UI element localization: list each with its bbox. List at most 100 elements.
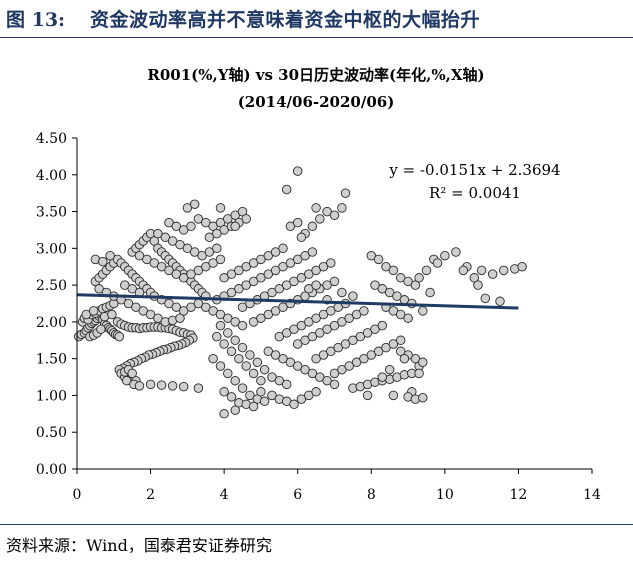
data-point [204,232,215,243]
data-point [300,335,310,346]
data-point [366,350,377,360]
y-tick-label: 4.50 [36,131,67,147]
data-point [88,306,99,316]
data-point [300,250,310,261]
data-point [348,335,358,346]
data-point [359,353,369,364]
data-point [197,250,207,261]
data-point [399,353,410,364]
data-point [403,276,413,287]
trendline [76,293,519,310]
data-point [156,261,167,272]
data-point [127,368,137,379]
data-point [237,342,248,353]
data-point [215,361,226,371]
r-squared: R² = 0.0041 [429,184,521,202]
data-point [215,320,226,331]
data-point [370,280,380,290]
data-point [480,293,491,304]
data-point [208,353,218,364]
y-tick-label: 1.50 [36,352,67,368]
data-point [326,306,336,316]
data-point [182,243,193,254]
data-point [105,250,115,261]
data-point [418,357,428,368]
data-point [281,379,292,390]
data-point [337,287,347,298]
data-point [270,306,281,316]
data-point [215,309,226,320]
data-point [498,265,509,276]
data-point [237,320,248,331]
data-point [311,280,321,290]
x-tick-label: 8 [367,487,376,503]
data-point [322,206,332,217]
data-point [292,361,303,371]
data-point [234,265,244,276]
scatter-chart: R001(%,Y轴) vs 30日历史波动率(年化,%,X轴) (2014/06… [36,66,601,503]
x-tick-label: 0 [73,487,82,503]
data-point [212,331,222,342]
data-point [230,317,240,327]
scatter-points [74,166,527,419]
x-tick-label: 10 [436,487,454,503]
data-point [469,273,480,283]
data-point [296,320,307,331]
data-point [241,361,251,371]
data-point [208,258,218,268]
data-point [322,375,332,386]
data-point [311,203,321,213]
y-tick-label: 2.50 [36,278,67,294]
data-point [230,335,240,346]
data-point [311,313,321,323]
data-point [329,276,340,287]
data-point [421,265,432,276]
data-point [252,357,263,368]
data-point [201,302,211,312]
data-point [315,214,325,224]
data-point [388,339,399,349]
data-point [212,228,222,239]
data-point [145,379,156,390]
data-point [326,258,336,268]
data-point [138,306,148,316]
y-tick-label: 3.50 [36,205,67,221]
data-point [193,265,204,276]
data-point [164,298,174,309]
data-point [189,199,200,209]
data-point [256,375,266,386]
data-point [219,273,229,283]
data-point [149,258,160,268]
data-point [296,232,307,243]
data-point [418,306,428,316]
x-tick-label: 4 [220,487,229,503]
data-point [329,379,340,390]
data-point [145,309,156,320]
figure-header: 图 13: 资金波动率高并不意味着资金中枢的大幅抬升 [0,0,633,38]
data-point [186,221,196,232]
data-point [127,284,137,294]
data-point [167,381,178,391]
data-point [377,320,388,331]
data-point [304,284,314,294]
data-point [377,372,388,382]
data-point [377,284,388,294]
data-point [114,331,125,342]
data-point [344,361,354,371]
data-point [289,324,299,334]
data-point [263,346,274,357]
data-point [219,387,229,397]
data-point [230,221,240,232]
data-point [134,250,145,261]
data-point [289,276,299,287]
data-point [307,247,318,257]
data-point [487,269,498,279]
data-point [208,306,218,316]
data-point [278,243,288,254]
data-point [329,320,340,331]
chart-subtitle: (2014/06-2020/06) [238,93,395,111]
data-point [226,392,237,402]
data-point [274,375,285,386]
data-point [164,265,174,276]
data-point [178,381,189,392]
